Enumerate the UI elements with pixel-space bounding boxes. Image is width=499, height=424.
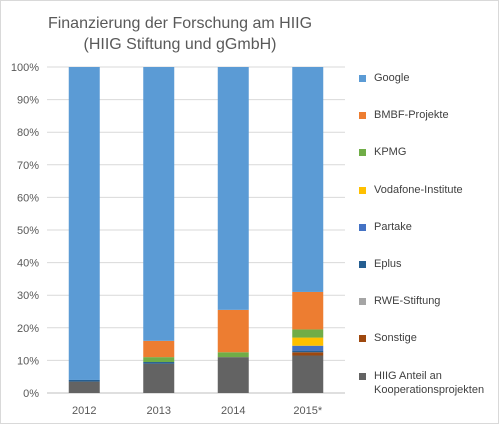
legend-label: Partake [374,220,412,233]
legend-label: BMBF-Projekte [374,109,449,122]
bar-segment [217,357,249,393]
y-tick-label: 100% [11,62,39,74]
y-tick-label: 10% [17,355,39,367]
bar-segment [68,379,100,382]
legend-swatch [359,298,366,306]
y-tick-label: 80% [17,127,39,139]
bar-segment [143,340,175,358]
bar-segment [143,357,175,363]
y-tick-label: 40% [17,258,39,270]
chart-subtitle: (HIIG Stiftung und gGmbH) [83,36,277,53]
y-tick-label: 90% [17,95,39,107]
bar-segment [217,67,249,310]
legend-swatch [359,223,366,231]
bar-segment [292,345,324,351]
legend-swatch [359,75,366,82]
bar-segment [68,67,100,380]
bar-segment [292,291,324,330]
legend-label: Google [374,72,410,84]
x-tick-label: 2015* [293,405,322,417]
x-tick-label: 2014 [221,405,245,417]
bar-segment [217,309,249,353]
bar-segment [143,67,175,341]
bar-segment [292,350,324,353]
y-tick-label: 20% [17,323,39,335]
bar-segment [292,352,324,356]
legend-label: RWE-Stiftung [374,295,441,308]
x-tick-label: 2012 [72,405,96,417]
bar-segment [143,363,175,393]
legend-label: KPMG [374,146,407,159]
legend-swatch [359,335,366,343]
y-tick-label: 70% [17,160,39,172]
bar-segment [217,352,249,358]
y-tick-label: 50% [17,225,39,237]
bar-segment [292,67,324,292]
chart-title-block: Finanzierung der Forschung am HIIG (HIIG… [21,13,339,55]
legend-label: Vodafone-Institute [374,183,463,196]
bar-segment [292,355,324,393]
y-tick-label: 60% [17,192,39,204]
legend-swatch [359,186,366,194]
bar-segment [292,337,324,346]
legend-label: Eplus [374,258,402,270]
bar-segment [68,381,100,393]
bar-segment [292,329,324,338]
y-tick-label: 0% [23,388,39,400]
bar-segment [143,362,175,364]
y-tick-label: 30% [17,290,39,302]
x-tick-label: 2013 [147,405,171,417]
legend-swatch [359,112,366,120]
chart-title: Finanzierung der Forschung am HIIG [47,15,313,32]
legend-swatch [359,149,366,157]
legend-swatch [359,261,366,268]
legend-swatch [359,372,366,380]
legend-label: Sonstige [374,332,417,345]
legend-label: HIIG Anteil an Kooperationsprojekten [374,369,485,396]
